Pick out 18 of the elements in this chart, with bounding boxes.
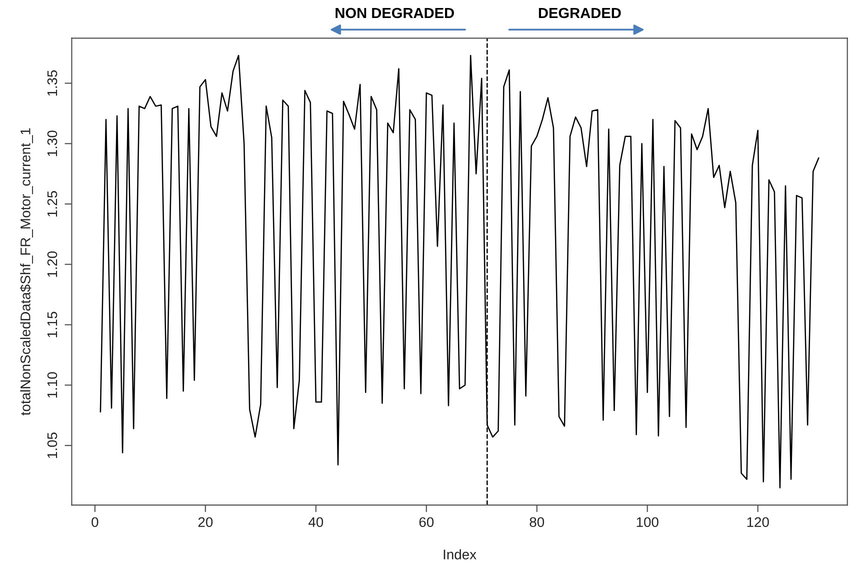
- x-tick-label: 100: [636, 517, 658, 528]
- y-tick-label: 1.05: [47, 432, 58, 458]
- y-axis-title: totalNonScaledData$Shf_FR_Motor_current_1: [20, 128, 33, 416]
- x-tick-label: 80: [530, 517, 544, 528]
- y-tick-label: 1.15: [47, 312, 58, 338]
- y-tick-label: 1.30: [47, 130, 58, 156]
- y-tick-label: 1.25: [47, 191, 58, 216]
- x-tick-label: 40: [308, 517, 324, 528]
- text: NON DEGRADED: [336, 8, 454, 18]
- x-tick-label: 120: [747, 517, 769, 528]
- y-tick-label: 1.35: [47, 70, 58, 96]
- y-tick-label: 1.10: [47, 372, 58, 398]
- x-axis-title: Index: [444, 549, 476, 560]
- x-tick-label: 0: [92, 517, 98, 528]
- x-tick-label: 20: [198, 517, 213, 528]
- text: DEGRADED: [538, 8, 621, 18]
- x-tick-label: 60: [419, 517, 434, 528]
- y-tick-label: 1.20: [47, 251, 58, 277]
